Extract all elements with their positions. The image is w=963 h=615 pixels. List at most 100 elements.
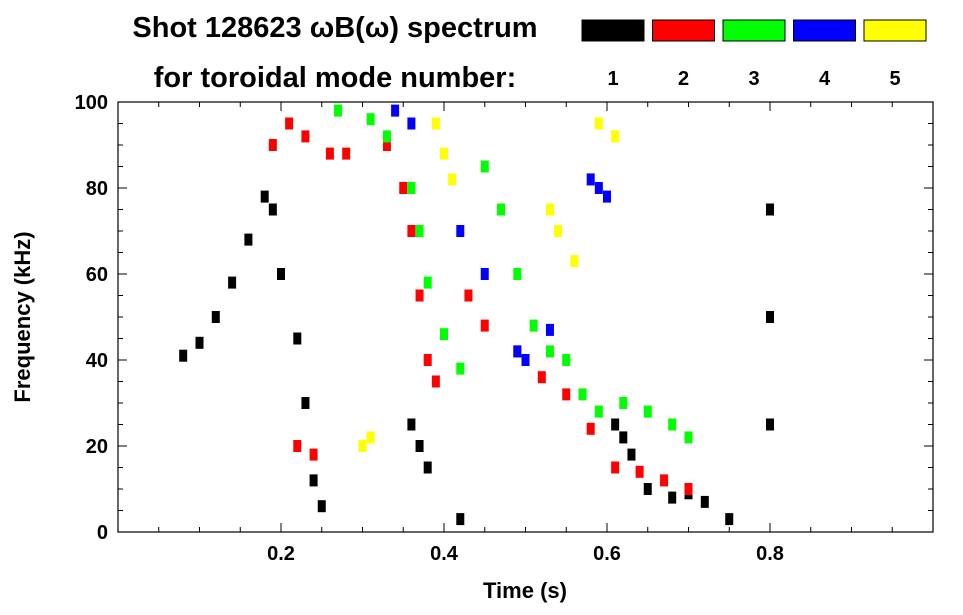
- data-point: [195, 336, 204, 349]
- data-point: [448, 173, 457, 186]
- y-tick-label: 60: [86, 264, 108, 286]
- data-point: [268, 203, 277, 216]
- data-point: [480, 319, 489, 332]
- data-point: [513, 268, 522, 280]
- data-point: [309, 474, 318, 487]
- x-tick-label: 0.6: [593, 543, 621, 565]
- data-point: [301, 130, 310, 143]
- data-point: [545, 323, 554, 336]
- y-axis-label: Frequency (kHz): [10, 231, 35, 402]
- series-mode-4: [391, 104, 611, 366]
- data-point: [179, 349, 188, 362]
- data-point: [627, 448, 636, 461]
- data-point: [382, 139, 391, 151]
- y-tick-label: 80: [86, 178, 108, 200]
- data-point: [660, 474, 669, 487]
- data-point: [415, 289, 424, 302]
- series-mode-2: [268, 117, 693, 495]
- chart-subtitle: for toroidal mode number:: [154, 62, 517, 94]
- data-point: [293, 332, 302, 345]
- data-point: [578, 388, 587, 401]
- data-point: [228, 276, 237, 289]
- data-point: [700, 495, 709, 508]
- data-point: [643, 483, 652, 495]
- x-tick-label: 0.4: [430, 543, 459, 565]
- data-point: [423, 276, 432, 289]
- data-point: [684, 431, 693, 444]
- data-point: [611, 461, 620, 474]
- data-point: [399, 182, 408, 194]
- data-point: [545, 345, 554, 358]
- data-point: [440, 328, 448, 341]
- x-tick-label: 0.8: [756, 543, 784, 565]
- data-point: [456, 225, 465, 237]
- data-point: [325, 147, 334, 160]
- data-point: [301, 397, 310, 409]
- data-point: [619, 397, 628, 409]
- data-point: [766, 311, 774, 323]
- legend: 1 2 3 4 5: [581, 19, 927, 90]
- axes: 0.2 0.4 0.6 0.8 0 20 40 60 80 100: [75, 92, 933, 565]
- data-point: [440, 147, 448, 160]
- data-point: [521, 354, 530, 366]
- data-point: [513, 345, 522, 358]
- data-point: [317, 500, 326, 513]
- legend-label-4: 4: [819, 68, 831, 90]
- data-point: [309, 448, 318, 461]
- legend-label-2: 2: [678, 68, 689, 90]
- data-point: [562, 354, 571, 366]
- data-point: [766, 203, 774, 216]
- data-point: [366, 113, 375, 126]
- y-tick-label: 40: [86, 350, 108, 372]
- series-mode-3: [334, 104, 693, 444]
- data-point: [570, 255, 579, 268]
- data-point: [334, 104, 343, 117]
- x-tick-label: 0.2: [267, 543, 295, 565]
- data-point: [244, 233, 253, 246]
- chart-title: Shot 128623 ωB(ω) spectrum: [132, 12, 537, 44]
- data-point: [415, 440, 424, 452]
- data-point: [431, 375, 440, 388]
- data-point: [456, 513, 465, 526]
- data-point: [382, 130, 391, 143]
- data-point: [285, 117, 294, 130]
- y-tick-label: 0: [97, 522, 108, 544]
- data-point: [366, 431, 375, 444]
- y-tick-label: 100: [75, 92, 108, 114]
- data-point: [260, 190, 269, 203]
- data-point: [594, 117, 603, 130]
- plot-frame: [117, 101, 934, 533]
- data-point: [611, 130, 620, 143]
- data-point: [407, 225, 416, 237]
- data-point: [668, 491, 677, 504]
- data-point: [603, 190, 611, 203]
- data-point: [725, 513, 734, 526]
- data-point: [594, 405, 603, 418]
- data-point: [431, 117, 440, 130]
- data-point: [456, 362, 465, 375]
- data-point: [211, 311, 220, 323]
- legend-label-3: 3: [748, 68, 759, 90]
- data-point: [423, 461, 432, 474]
- data-point: [415, 225, 424, 237]
- legend-swatch-2: [652, 19, 715, 42]
- series-mode-1: [179, 190, 774, 526]
- data-point: [562, 388, 571, 401]
- data-point: [529, 319, 538, 332]
- data-point: [586, 173, 595, 186]
- data-point: [407, 418, 416, 431]
- data-point: [586, 422, 595, 435]
- data-point: [358, 440, 367, 452]
- data-point: [766, 418, 774, 431]
- data-point: [611, 418, 620, 431]
- data-point: [643, 405, 652, 418]
- data-point: [464, 289, 473, 302]
- data-point: [480, 160, 489, 173]
- legend-swatch-3: [722, 19, 786, 42]
- y-tick-label: 20: [86, 436, 108, 458]
- legend-label-5: 5: [889, 68, 900, 90]
- data-point: [342, 147, 351, 160]
- data-point: [668, 418, 677, 431]
- series-mode-5: [358, 117, 620, 452]
